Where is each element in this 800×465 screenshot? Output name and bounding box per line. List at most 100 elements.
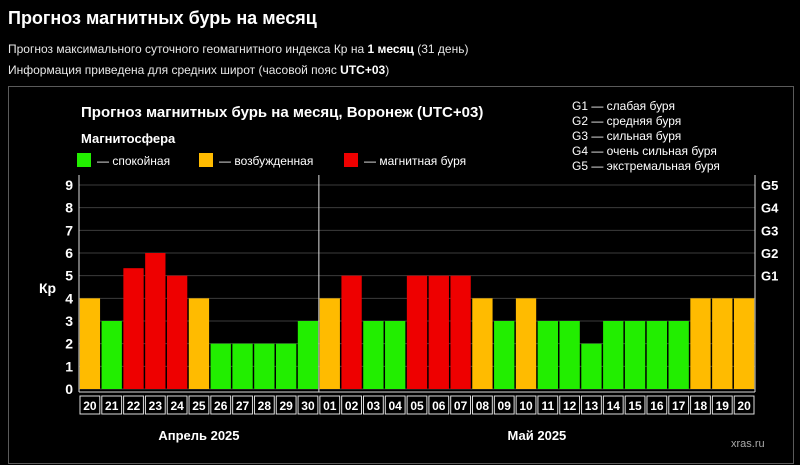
day-box-3 [144, 395, 166, 415]
bar-13 [363, 321, 384, 389]
y-tick-label-4: 4 [65, 290, 73, 306]
day-label-4: 24 [170, 399, 184, 413]
y-tick-label-6: 6 [65, 245, 73, 261]
day-label-22: 12 [563, 399, 577, 413]
bar-19 [494, 321, 515, 389]
bar-21 [537, 321, 558, 389]
day-label-11: 01 [323, 399, 337, 413]
bar-27 [668, 321, 689, 389]
right-tick-label-G4: G4 [761, 201, 779, 216]
bar-10 [297, 321, 319, 389]
bar-25 [624, 321, 646, 389]
day-label-23: 13 [585, 399, 599, 413]
bar-28 [690, 298, 711, 389]
forecast-description: Прогноз максимального суточного геомагни… [8, 42, 468, 56]
bar-1 [101, 321, 122, 389]
day-label-16: 06 [432, 399, 446, 413]
bar-29 [712, 298, 733, 389]
day-box-24 [602, 395, 624, 415]
day-label-3: 23 [149, 399, 163, 413]
timezone-value: UTC+03 [340, 63, 386, 77]
day-box-6 [210, 395, 232, 415]
bar-15 [406, 275, 428, 389]
day-box-0 [79, 395, 101, 415]
day-box-21 [537, 395, 559, 415]
right-tick-label-G1: G1 [761, 269, 778, 284]
day-box-29 [711, 395, 733, 415]
day-label-2: 22 [127, 399, 141, 413]
bar-11 [319, 298, 340, 389]
bars [79, 253, 755, 389]
y-tick-label-0: 0 [65, 381, 73, 397]
day-label-15: 05 [410, 399, 424, 413]
legend-swatch-calm [77, 153, 91, 167]
legend-label-calm: — спокойная [97, 154, 170, 168]
storm-scale-item-4: G4 — очень сильная буря [572, 144, 717, 158]
day-box-25 [624, 395, 646, 415]
day-label-13: 03 [367, 399, 381, 413]
bar-18 [472, 298, 493, 389]
y-tick-label-1: 1 [65, 358, 73, 374]
bar-17 [450, 275, 471, 389]
right-tick-label-G2: G2 [761, 246, 778, 261]
day-box-19 [493, 395, 515, 415]
bar-5 [188, 298, 210, 389]
bar-7 [232, 343, 253, 389]
day-label-19: 09 [498, 399, 512, 413]
day-box-20 [515, 395, 537, 415]
day-box-1 [101, 395, 123, 415]
legend-swatch-excited [199, 153, 213, 167]
day-box-22 [559, 395, 581, 415]
bar-30 [733, 298, 755, 389]
day-label-7: 27 [236, 399, 250, 413]
day-box-13 [362, 395, 384, 415]
bar-6 [210, 343, 231, 389]
day-label-5: 25 [192, 399, 206, 413]
legend-title: Магнитосфера [81, 131, 176, 146]
storm-scale-item-1: G1 — слабая буря [572, 99, 675, 113]
day-label-17: 07 [454, 399, 468, 413]
y-tick-label-8: 8 [65, 200, 73, 216]
legend: — спокойная — возбужденная — магнитная бур… [77, 153, 466, 168]
timezone-note-end: ) [385, 63, 390, 77]
bar-3 [145, 253, 166, 389]
bar-0 [79, 298, 101, 389]
day-label-30: 20 [737, 399, 751, 413]
bar-9 [276, 343, 297, 389]
day-box-7 [232, 395, 253, 415]
day-label-25: 15 [628, 399, 642, 413]
bar-24 [603, 321, 624, 389]
day-box-5 [188, 395, 210, 415]
day-label-10: 30 [301, 399, 315, 413]
right-tick-label-G5: G5 [761, 178, 778, 193]
y-tick-label-2: 2 [65, 336, 73, 352]
day-label-26: 16 [650, 399, 664, 413]
day-box-2 [123, 395, 144, 415]
day-box-12 [341, 395, 362, 415]
day-box-11 [319, 395, 341, 415]
day-box-23 [581, 395, 602, 415]
bar-26 [646, 321, 668, 389]
day-box-15 [406, 395, 428, 415]
chart-title: Прогноз магнитных бурь на месяц, Воронеж… [81, 104, 483, 121]
bar-22 [559, 321, 580, 389]
day-label-9: 29 [279, 399, 293, 413]
forecast-days: (31 день) [413, 42, 469, 56]
forecast-period: 1 месяц [367, 42, 414, 56]
day-label-1: 21 [105, 399, 119, 413]
day-label-21: 11 [541, 399, 554, 413]
bar-23 [581, 343, 602, 389]
y-tick-label-7: 7 [65, 222, 73, 238]
legend-label-storm: — магнитная буря [364, 154, 466, 168]
y-axis-label: Кр [39, 280, 56, 296]
day-label-0: 20 [83, 399, 97, 413]
page-title: Прогноз магнитных бурь на месяц [8, 8, 317, 28]
watermark: xras.ru [731, 438, 765, 450]
day-box-17 [450, 395, 472, 415]
day-label-27: 17 [672, 399, 686, 413]
day-label-12: 02 [345, 399, 359, 413]
bar-8 [254, 343, 275, 389]
day-label-8: 28 [258, 399, 272, 413]
